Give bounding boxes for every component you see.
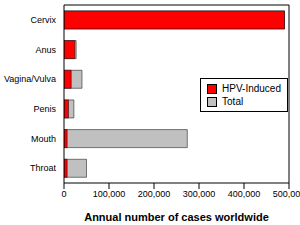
svg-text:Anus: Anus xyxy=(35,45,56,55)
svg-text:200,000: 200,000 xyxy=(138,189,171,199)
svg-text:400,000: 400,000 xyxy=(228,189,261,199)
svg-text:Cervix: Cervix xyxy=(30,15,56,25)
svg-text:0: 0 xyxy=(61,189,66,199)
svg-text:500,000: 500,000 xyxy=(273,189,292,199)
svg-text:Penis: Penis xyxy=(33,104,56,114)
svg-text:Throat: Throat xyxy=(30,163,57,173)
html-text:HPV-Induced: HPV-Induced xyxy=(222,83,281,94)
svg-text:Annual number of cases worldwi: Annual number of cases worldwide xyxy=(84,211,269,223)
html-text:Total: Total xyxy=(222,96,244,107)
svg-text:100,000: 100,000 xyxy=(93,189,126,199)
svg-text:Vagina/Vulva: Vagina/Vulva xyxy=(8,74,56,84)
svg-text:300,000: 300,000 xyxy=(183,189,216,199)
svg-text:Mouth: Mouth xyxy=(31,134,56,144)
